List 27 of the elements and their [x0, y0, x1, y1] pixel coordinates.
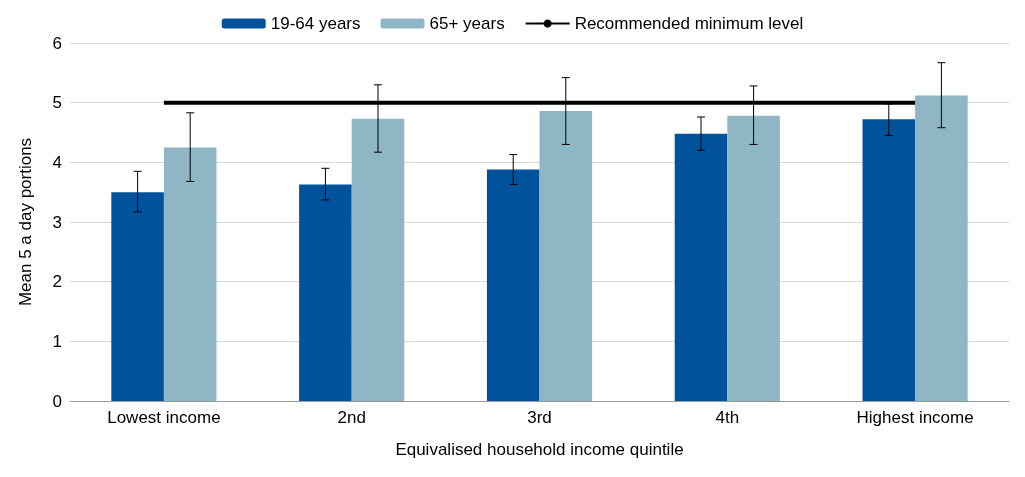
x-axis-title: Equivalised household income quintile: [395, 440, 684, 459]
bar: [299, 184, 352, 401]
x-tick-label: Highest income: [856, 408, 974, 427]
legend-label: Recommended minimum level: [574, 14, 804, 33]
bar: [862, 119, 916, 401]
y-tick-label: 0: [52, 391, 62, 411]
bar: [727, 115, 780, 401]
y-tick-label: 6: [52, 33, 62, 53]
y-tick-label: 5: [52, 93, 62, 113]
legend-label: 65+ years: [429, 14, 505, 33]
x-tick-label: 3rd: [527, 408, 552, 427]
bar: [486, 169, 540, 401]
y-tick-label: 1: [52, 331, 62, 351]
bar: [539, 111, 593, 401]
bar: [163, 147, 217, 401]
y-tick-label: 2: [52, 272, 62, 292]
y-axis-title: Mean 5 a day portions: [16, 137, 35, 307]
legend-label: 19-64 years: [270, 14, 361, 33]
y-tick-label: 4: [52, 152, 62, 172]
x-tick-label: Lowest income: [107, 408, 221, 427]
bar: [674, 133, 728, 401]
x-tick-label: 2nd: [337, 408, 366, 427]
bar: [915, 95, 968, 401]
bar: [351, 118, 405, 401]
y-tick-label: 3: [52, 212, 62, 232]
x-tick-label: 4th: [715, 408, 740, 427]
bar: [111, 192, 164, 401]
